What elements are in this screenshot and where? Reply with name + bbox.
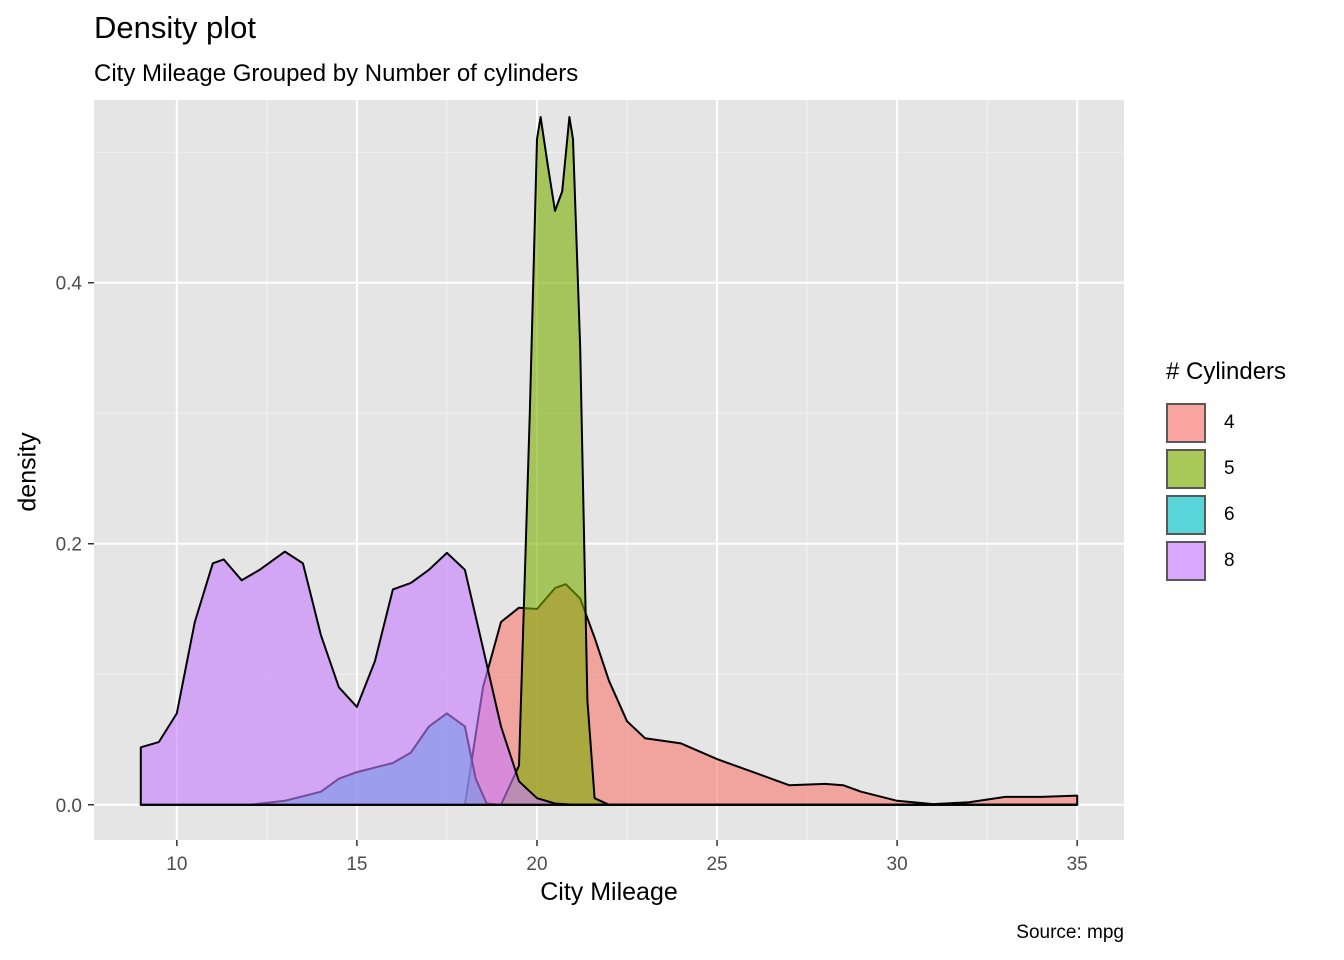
y-tick-label: 0.0	[56, 796, 82, 817]
density-area-8	[139, 550, 1079, 806]
density-area-5	[139, 116, 1079, 806]
legend-label-4: 4	[1224, 412, 1235, 433]
legend-label-5: 5	[1224, 458, 1235, 479]
x-tick-label: 10	[166, 854, 187, 875]
y-tick-label: 0.4	[56, 274, 83, 295]
chart-caption: Source: mpg	[1016, 922, 1124, 943]
legend-item-5: 5	[1166, 446, 1286, 492]
y-tick-label: 0.2	[56, 535, 82, 556]
legend: # Cylinders 4 5 6 8	[1166, 358, 1286, 584]
legend-label-8: 8	[1224, 550, 1235, 571]
legend-item-6: 6	[1166, 492, 1286, 538]
legend-item-8: 8	[1166, 538, 1286, 584]
legend-key-8	[1166, 541, 1206, 581]
legend-title: # Cylinders	[1166, 358, 1287, 385]
chart-subtitle: City Mileage Grouped by Number of cylind…	[94, 60, 579, 87]
legend-item-4: 4	[1166, 400, 1286, 446]
y-axis-label: density	[13, 432, 42, 512]
x-axis-label: City Mileage	[540, 878, 678, 906]
x-tick-label: 15	[346, 854, 367, 875]
legend-label-6: 6	[1224, 504, 1235, 525]
legend-key-4	[1166, 403, 1206, 443]
x-tick-label: 30	[887, 854, 908, 875]
chart-title: Density plot	[94, 10, 256, 45]
legend-key-5	[1166, 449, 1206, 489]
x-tick-label: 20	[526, 854, 547, 875]
x-tick-label: 35	[1067, 854, 1088, 875]
legend-key-6	[1166, 495, 1206, 535]
x-tick-label: 25	[706, 854, 727, 875]
